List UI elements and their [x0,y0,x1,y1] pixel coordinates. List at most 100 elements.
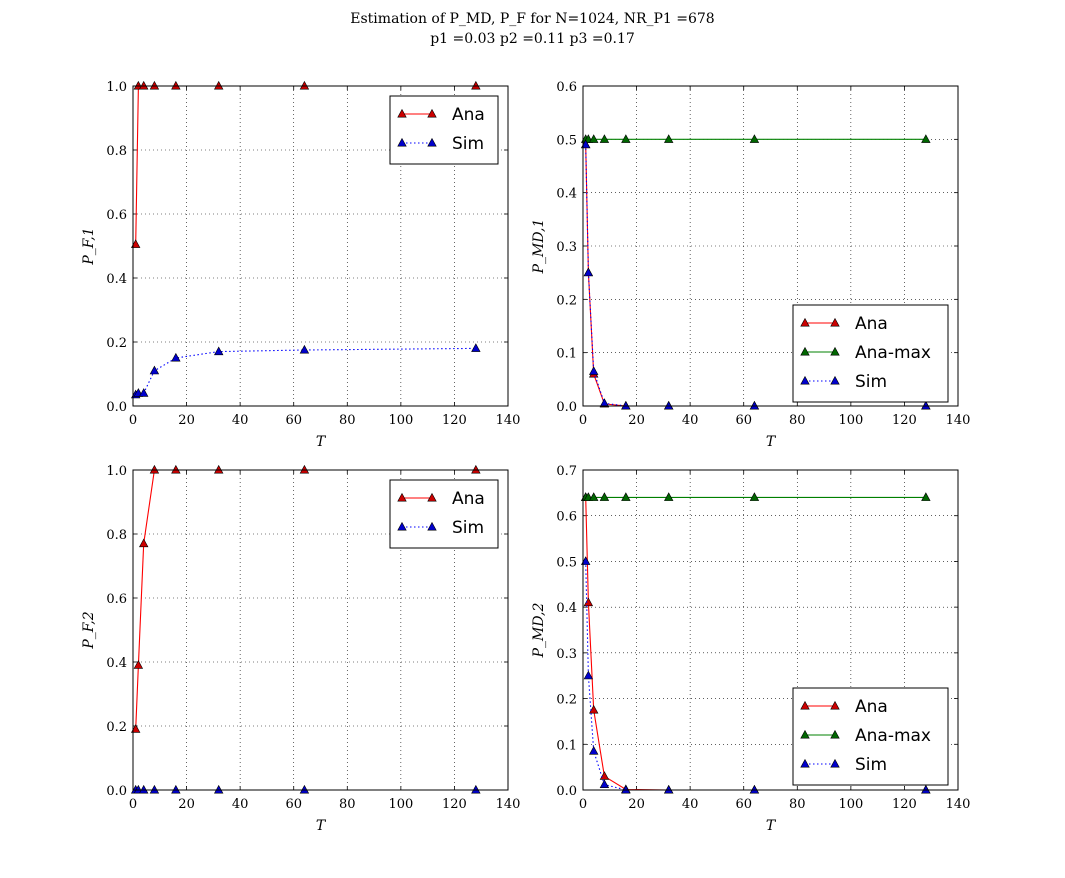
data-point-marker [599,398,610,407]
legend-box [389,95,499,165]
y-tick-label: 0.0 [106,784,127,799]
data-point-marker [171,80,181,90]
y-tick-label: 0.3 [556,240,577,255]
y-tick-label: 0.6 [556,510,577,525]
y-tick-label: 0.6 [106,592,127,607]
data-point-marker [580,556,591,565]
y-tick-label: 0.7 [556,464,577,479]
subplot-1: 0 20 40 60 80 100 120 140 0.0 0.2 0.4 0.6 0.8 1.0 T P_F… [81,80,520,450]
x-tick-label: 120 [442,413,467,428]
axes-frame [132,85,509,407]
data-point-marker [171,464,181,474]
legend-box [792,304,949,403]
y-tick-label: 0.5 [556,133,577,148]
x-axis-label: T [316,434,327,450]
data-point-marker [921,134,931,143]
data-point-marker [171,352,181,362]
data-point-marker [921,784,931,794]
x-tick-label: 100 [388,413,413,428]
data-point-marker [621,784,631,794]
data-point-marker [471,80,481,90]
x-tick-label: 0 [129,797,137,812]
y-tick-label: 0.4 [556,601,577,616]
data-point-marker [589,746,599,755]
x-tick-label: 60 [285,413,302,428]
data-point-marker [599,492,610,501]
x-tick-label: 100 [838,797,863,812]
data-point-marker [589,366,599,375]
data-point-marker [133,660,144,669]
y-tick-label: 0.4 [106,656,127,671]
legend-marker [830,700,840,710]
y-axis-label: P_MD,2 [531,602,547,658]
data-point-marker [749,784,760,794]
data-point-marker [580,139,591,149]
data-point-marker [749,134,760,143]
x-tick-label: 140 [946,413,971,428]
legend-marker [830,729,840,739]
y-tick-label: 0.1 [556,738,577,753]
legend-marker [800,317,810,327]
data-point-marker [130,239,141,248]
y-axis-label: P_F,1 [81,227,97,265]
data-point-marker [749,492,760,501]
y-tick-label: 0.6 [106,208,127,223]
x-tick-label: 20 [178,413,195,428]
y-tick-label: 0.0 [556,784,577,799]
data-point-marker [299,80,310,90]
y-tick-label: 0.3 [556,647,577,662]
x-axis-label: T [316,818,327,834]
data-point-marker [621,400,631,410]
legend-marker [800,375,810,385]
y-tick-label: 1.0 [106,464,127,479]
data-point-marker [589,492,599,501]
x-tick-label: 0 [579,413,587,428]
data-point-marker [621,134,631,143]
data-point-marker [599,134,610,143]
legend: Ana Ana-max Sim [792,687,949,786]
data-point-marker [664,492,674,501]
y-tick-label: 0.8 [106,528,127,543]
legend-label: Ana [452,489,485,509]
legend-marker [397,108,407,118]
y-axis-label: P_MD,1 [531,219,547,275]
legend-marker [427,137,437,147]
x-axis-label: T [766,434,777,450]
x-tick-label: 120 [892,797,917,812]
x-tick-label: 100 [388,797,413,812]
legend-label: Ana-max [855,343,931,363]
data-point-marker [214,464,224,474]
data-point-marker [599,779,610,789]
data-point-marker [214,784,224,794]
data-point-marker [299,344,310,354]
data-point-marker [299,784,310,794]
legend-marker [800,758,810,768]
data-point-marker [664,134,674,143]
data-point-marker [471,343,481,352]
x-tick-label: 80 [339,797,356,812]
y-tick-label: 0.2 [106,720,127,735]
data-point-marker [664,400,674,410]
x-tick-label: 0 [129,413,137,428]
x-tick-label: 140 [496,413,521,428]
axes-frame [132,469,509,791]
data-point-marker [214,80,224,90]
subplot-3: 0 20 40 60 80 100 120 140 0.0 0.2 0.4 0.6 0.8 1.0 T P_F… [81,464,520,834]
legend-marker [830,317,840,327]
data-point-marker [921,400,931,410]
y-tick-label: 0.2 [106,336,127,351]
data-point-marker [149,464,160,474]
legend-marker [397,521,407,531]
data-point-marker [664,784,674,794]
legend-box [389,479,499,549]
data-point-marker [139,388,149,397]
x-axis-label: T [766,818,777,834]
legend-label: Sim [855,755,887,775]
data-point-marker [749,400,760,410]
legend-label: Ana [855,314,888,334]
data-point-marker [589,134,599,143]
x-tick-label: 60 [735,797,752,812]
data-point-marker [921,492,931,501]
x-tick-label: 140 [946,797,971,812]
